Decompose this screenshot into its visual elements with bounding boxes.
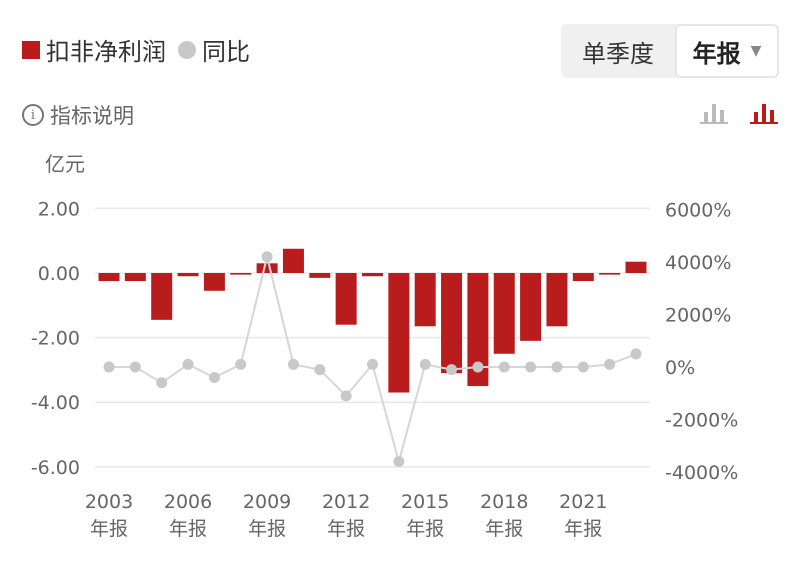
bar xyxy=(256,263,278,273)
yoy-point xyxy=(577,361,589,373)
legend-line-label: 同比 xyxy=(202,38,250,66)
left-tick-label: -2.00 xyxy=(31,328,80,350)
annual-label: 年报 xyxy=(692,39,741,68)
caret-down-icon: ▼ xyxy=(750,43,762,59)
legend-bar-label: 扣非净利润 xyxy=(46,38,166,66)
left-tick-label: -6.00 xyxy=(31,457,80,479)
bar xyxy=(467,273,489,387)
yoy-point xyxy=(156,377,168,389)
x-tick-year: 2018 xyxy=(480,491,528,513)
bar xyxy=(230,273,252,275)
yoy-point xyxy=(182,358,194,370)
x-tick-year: 2009 xyxy=(243,491,291,513)
yoy-point xyxy=(261,251,273,263)
yoy-point xyxy=(419,358,431,370)
yoy-point xyxy=(287,358,299,370)
yoy-point xyxy=(551,361,563,373)
x-tick-year: 2006 xyxy=(164,491,212,513)
chart-legend: 扣非净利润 同比 xyxy=(22,32,262,67)
bar xyxy=(441,273,463,374)
yoy-point xyxy=(446,364,458,376)
bar-chart-active-icon[interactable] xyxy=(750,102,778,124)
x-tick-year: 2015 xyxy=(401,491,449,513)
yoy-point xyxy=(235,358,247,370)
bar xyxy=(309,273,331,278)
bar-chart-icon[interactable] xyxy=(700,102,728,124)
x-tick-sub: 年报 xyxy=(248,518,286,540)
right-tick-label: -2000% xyxy=(665,410,738,432)
x-tick-year: 2012 xyxy=(322,491,370,513)
bar xyxy=(546,273,568,327)
yoy-point xyxy=(208,372,220,383)
yoy-point xyxy=(630,348,642,360)
bar xyxy=(177,273,199,277)
legend-item-yoy[interactable]: 同比 xyxy=(178,32,250,67)
bar xyxy=(203,273,225,291)
yoy-point xyxy=(103,361,115,373)
right-tick-label: 0% xyxy=(665,357,695,379)
x-tick-year: 2021 xyxy=(559,491,607,513)
yoy-point xyxy=(604,358,616,370)
x-tick-sub: 年报 xyxy=(327,518,365,540)
right-tick-label: -4000% xyxy=(665,462,738,484)
bar xyxy=(362,273,383,277)
annual-dropdown[interactable]: 年报 ▼ xyxy=(675,24,779,78)
x-tick-sub: 年报 xyxy=(169,518,207,540)
yoy-point xyxy=(367,358,378,370)
quarterly-button[interactable]: 单季度 xyxy=(582,39,654,68)
yoy-point xyxy=(340,390,352,402)
indicator-info-link[interactable]: i 指标说明 xyxy=(22,100,134,130)
bar xyxy=(151,273,173,320)
left-tick-label: 0.00 xyxy=(38,263,80,285)
bar xyxy=(520,273,542,341)
yoy-point xyxy=(525,361,537,373)
bar xyxy=(335,273,357,325)
yoy-point xyxy=(129,361,141,373)
yoy-point xyxy=(498,361,510,373)
info-icon: i xyxy=(22,104,44,126)
x-tick-sub: 年报 xyxy=(564,518,602,540)
x-tick-sub: 年报 xyxy=(485,518,523,540)
right-tick-label: 2000% xyxy=(665,305,731,327)
left-tick-label: 2.00 xyxy=(38,198,80,220)
left-tick-label: -4.00 xyxy=(31,392,80,414)
bar xyxy=(124,273,146,282)
yoy-point xyxy=(393,456,405,467)
right-tick-label: 4000% xyxy=(665,252,731,274)
yoy-point xyxy=(472,361,484,373)
bar xyxy=(625,261,647,273)
bar xyxy=(414,273,436,327)
right-tick-label: 6000% xyxy=(665,200,731,222)
bar xyxy=(493,273,515,354)
yoy-point xyxy=(314,364,326,376)
x-tick-sub: 年报 xyxy=(90,518,128,540)
legend-item-net-profit[interactable]: 扣非净利润 xyxy=(22,32,166,67)
legend-dot-swatch xyxy=(178,40,196,59)
bar xyxy=(98,273,120,282)
bar xyxy=(599,273,621,275)
bar xyxy=(388,273,410,393)
legend-bar-swatch xyxy=(22,40,40,59)
info-label: 指标说明 xyxy=(50,104,134,128)
bar xyxy=(282,248,304,273)
period-toggle: 单季度 年报 ▼ xyxy=(561,24,779,78)
x-tick-sub: 年报 xyxy=(406,518,444,540)
bar xyxy=(572,273,594,282)
left-axis-unit: 亿元 xyxy=(45,152,85,176)
x-tick-year: 2003 xyxy=(85,491,133,513)
